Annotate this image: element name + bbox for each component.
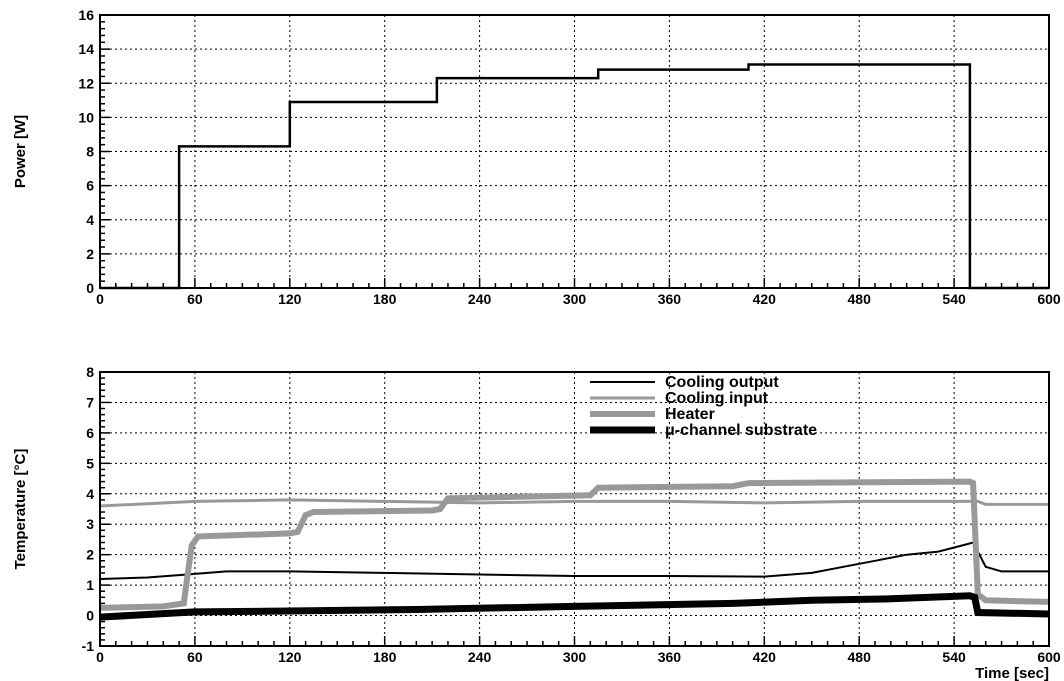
x-tick-label: 180 <box>373 649 397 665</box>
y-tick-label: 0 <box>86 280 94 296</box>
y-tick-label: 6 <box>86 425 94 441</box>
legend-label: Cooling input <box>665 390 769 407</box>
x-tick-label: 360 <box>658 649 682 665</box>
x-tick-label: 600 <box>1037 291 1061 307</box>
y-tick-label: 2 <box>86 547 94 563</box>
x-tick-label: 300 <box>563 291 587 307</box>
x-tick-label: 300 <box>563 649 587 665</box>
x-tick-label: 120 <box>278 291 302 307</box>
x-tick-label: 540 <box>942 649 966 665</box>
series-line-channel-substrate <box>99 592 1050 621</box>
y-tick-label: 12 <box>78 75 94 91</box>
y-tick-label: 3 <box>86 516 94 532</box>
y-tick-label: 2 <box>86 246 94 262</box>
x-axis-title: Time [sec] <box>975 665 1049 681</box>
x-tick-label: 420 <box>753 649 777 665</box>
x-tick-label: 360 <box>658 291 682 307</box>
y-tick-label: 4 <box>86 212 94 228</box>
x-tick-label: 540 <box>942 291 966 307</box>
x-tick-label: 0 <box>96 291 104 307</box>
y-tick-label: 8 <box>86 364 94 380</box>
x-tick-label: 60 <box>187 291 203 307</box>
y-axis-title: Power [W] <box>12 115 29 188</box>
series-line-heater <box>99 478 1050 611</box>
y-tick-label: 6 <box>86 178 94 194</box>
temperature-chart: 0 60 120 180 240 300 360 420 480 540 600-101234567… <box>12 364 1061 681</box>
series-line-cooling-input <box>99 498 1049 508</box>
plot-frame <box>99 371 1050 647</box>
plot-frame <box>99 14 1050 289</box>
y-tick-label: 7 <box>86 394 94 410</box>
x-tick-label: 480 <box>848 291 872 307</box>
x-tick-label: 420 <box>753 291 777 307</box>
x-tick-label: 120 <box>278 649 302 665</box>
y-axis-title: Temperature [°C] <box>12 449 29 570</box>
x-tick-label: 480 <box>848 649 872 665</box>
x-tick-label: 60 <box>187 649 203 665</box>
y-tick-label: 0 <box>86 608 94 624</box>
legend-label: Heater <box>665 406 715 423</box>
y-tick-label: 8 <box>86 144 94 160</box>
y-tick-label: 4 <box>86 486 94 502</box>
x-tick-label: 0 <box>96 649 104 665</box>
x-tick-label: 240 <box>468 291 492 307</box>
y-tick-label: 16 <box>78 7 94 23</box>
y-tick-label: 14 <box>78 41 94 57</box>
x-tick-label: 180 <box>373 291 397 307</box>
legend-label: μ-channel substrate <box>665 422 817 439</box>
power-step-line <box>100 63 1049 290</box>
y-tick-label: -1 <box>82 638 95 654</box>
y-tick-label: 5 <box>86 455 94 471</box>
y-tick-label: 1 <box>86 577 94 593</box>
y-tick-label: 10 <box>78 109 94 125</box>
legend-label: Cooling output <box>665 374 779 391</box>
power-chart: 0 60 120 180 240 300 360 420 480 540 600 0 2 4 6 8 10 12 1… <box>12 7 1061 307</box>
x-tick-label: 600 <box>1037 649 1061 665</box>
x-tick-label: 240 <box>468 649 492 665</box>
